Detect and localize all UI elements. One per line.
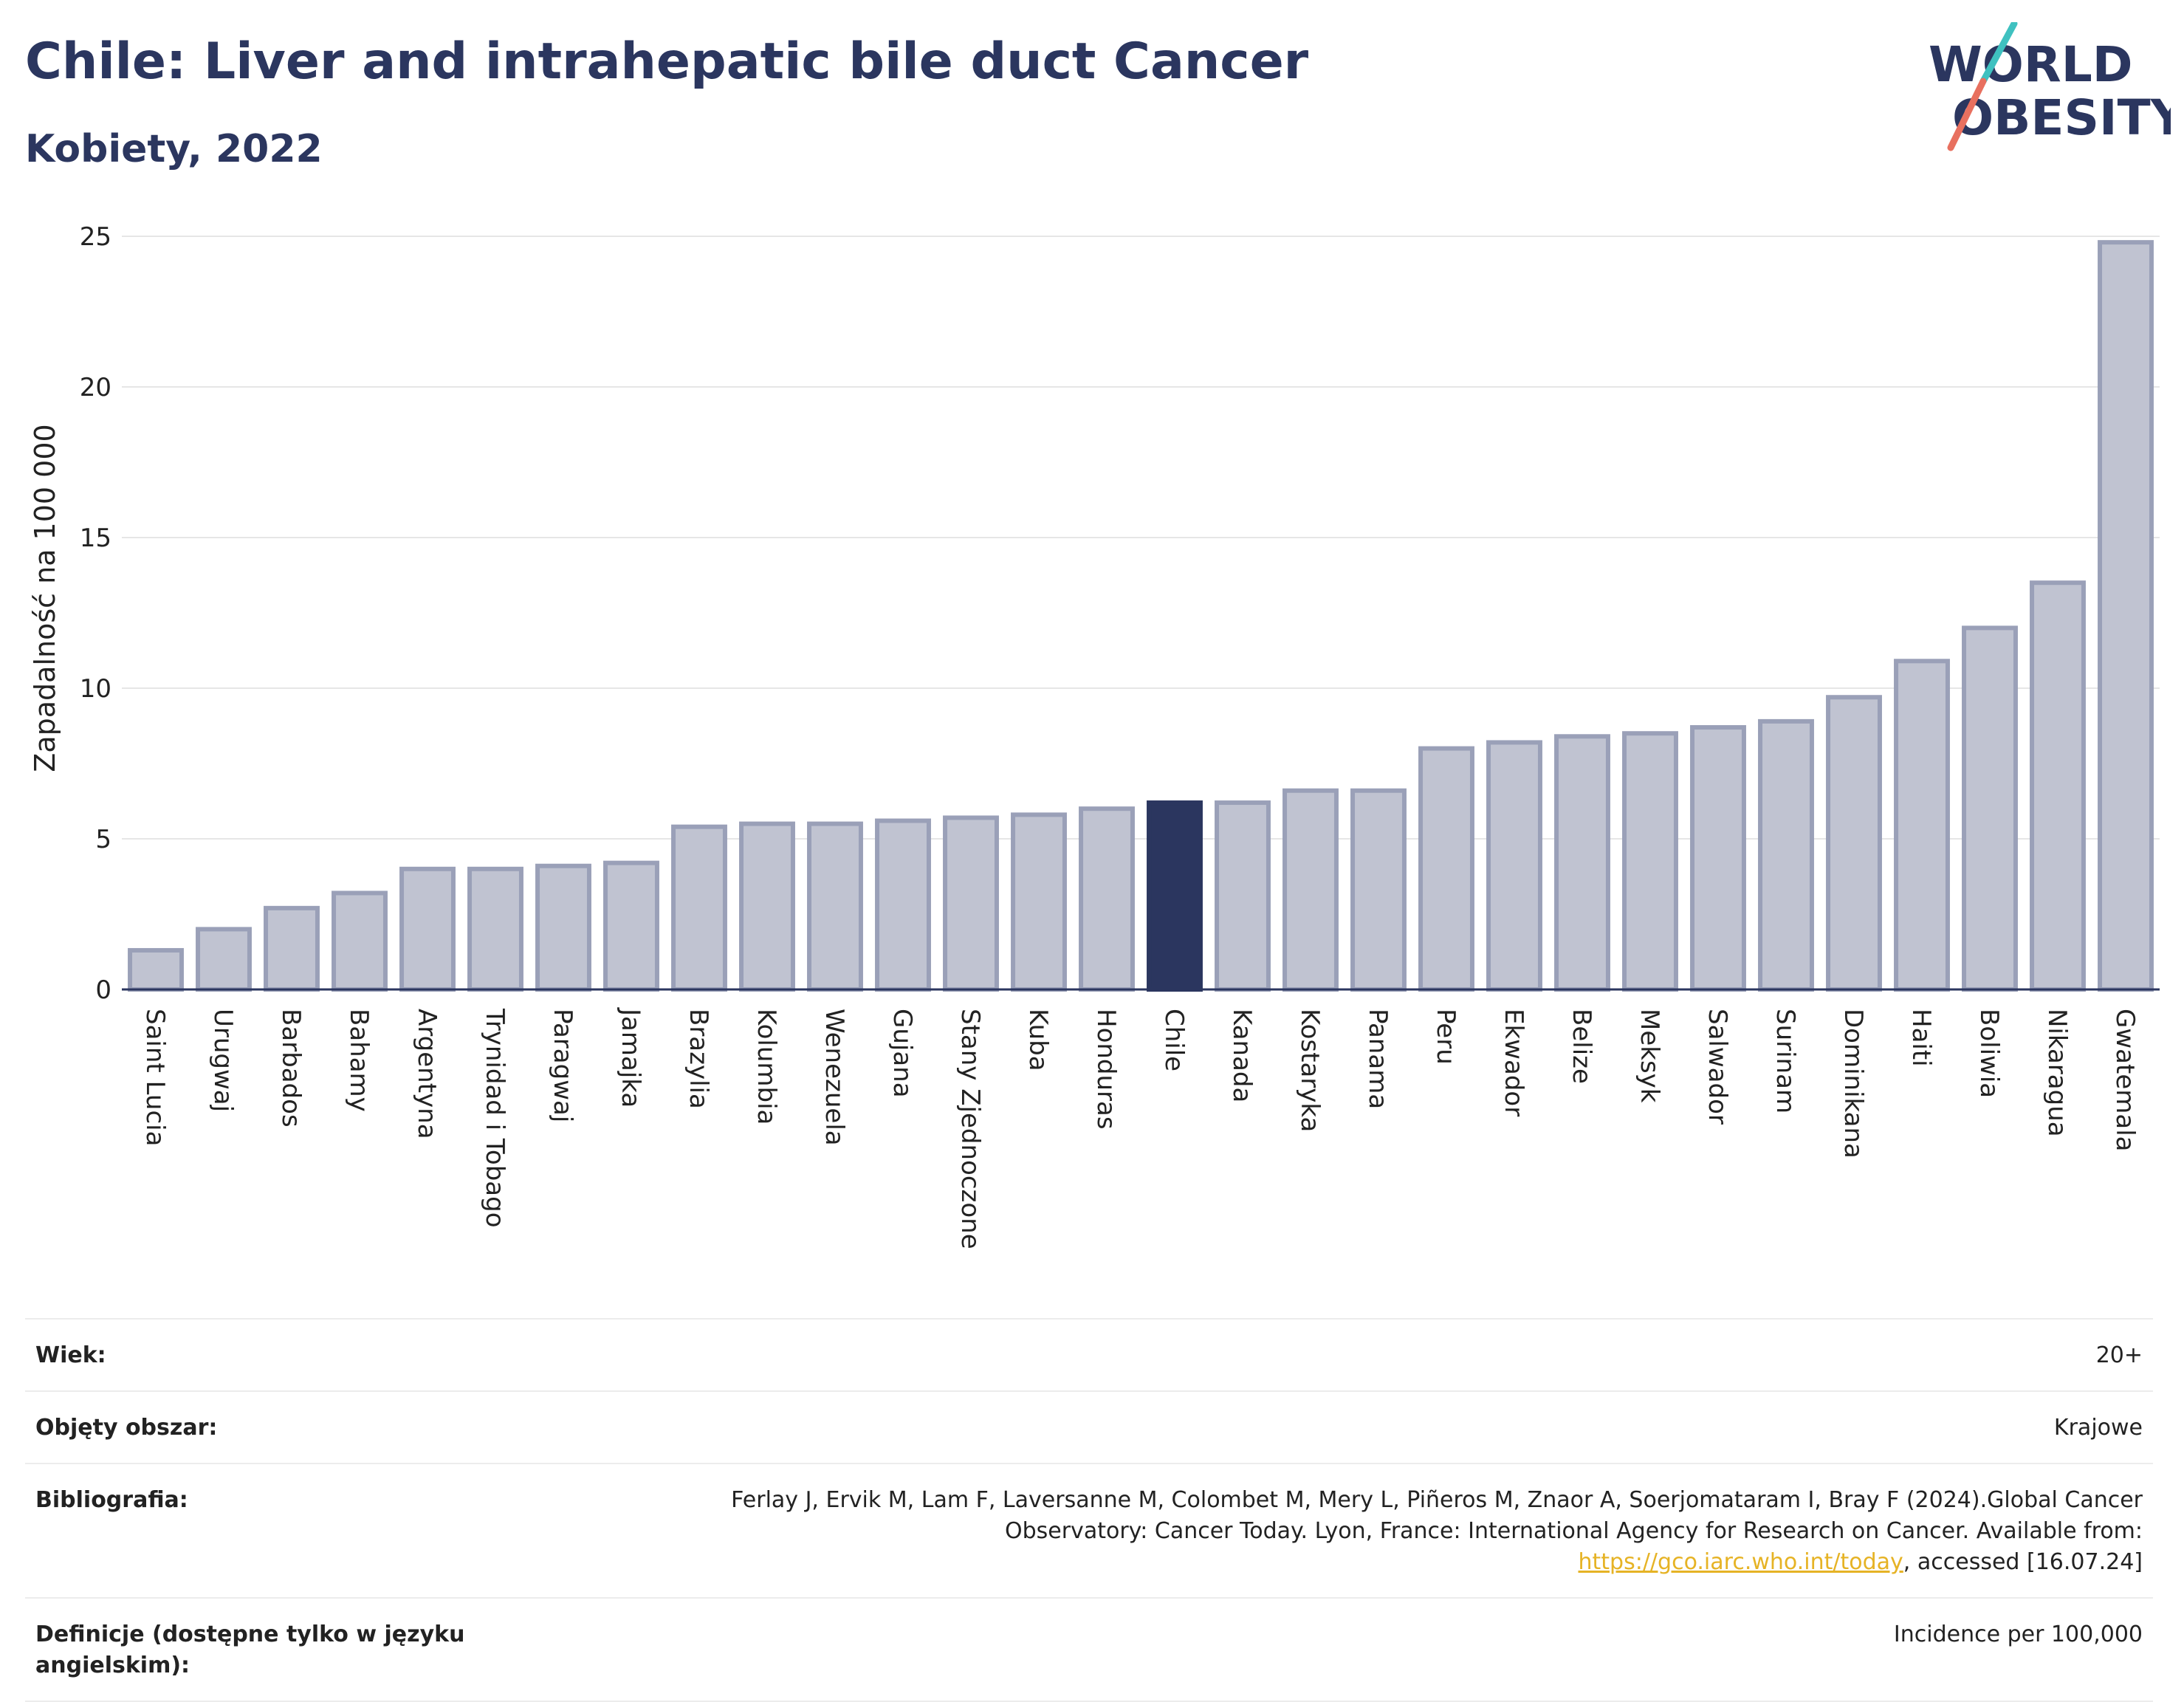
x-tick-label: Stany Zjednoczone bbox=[955, 1009, 985, 1249]
x-tick-label: Kuba bbox=[1023, 1009, 1053, 1071]
bar-boliwia bbox=[1962, 625, 2018, 992]
logo-line2: OBESITY bbox=[1952, 89, 2171, 146]
x-tick-label: Saint Lucia bbox=[140, 1009, 170, 1146]
x-tick-label: Chile bbox=[1159, 1009, 1189, 1071]
x-tick-label: Kostaryka bbox=[1295, 1009, 1325, 1132]
chart-subtitle: Kobiety, 2022 bbox=[25, 127, 323, 171]
x-tick-label: Jamajka bbox=[616, 1007, 645, 1108]
x-tick-label: Bahamy bbox=[344, 1009, 374, 1112]
bar-saint-lucia bbox=[128, 947, 184, 992]
gridlines bbox=[122, 236, 2160, 840]
x-tick-label: Salwador bbox=[1703, 1009, 1732, 1125]
x-tick-label: Peru bbox=[1431, 1009, 1460, 1065]
x-tick-label: Paragwaj bbox=[548, 1009, 577, 1122]
bar-kanada bbox=[1215, 800, 1271, 992]
x-tick-label: Kolumbia bbox=[752, 1009, 781, 1125]
meta-value: Ferlay J, Ervik M, Lam F, Laversanne M, … bbox=[666, 1485, 2143, 1578]
logo-line1: WORLD bbox=[1929, 36, 2133, 93]
x-tick-label: Boliwia bbox=[1974, 1009, 2004, 1098]
bars bbox=[128, 240, 2154, 992]
bar-honduras bbox=[1079, 806, 1135, 992]
x-tick-label: Panama bbox=[1363, 1009, 1393, 1109]
y-tick-label: 15 bbox=[80, 524, 111, 553]
bar-gwatemala bbox=[2098, 240, 2154, 992]
y-tick-label: 0 bbox=[95, 975, 111, 1005]
bar-stany-zjednoczone bbox=[943, 815, 999, 992]
x-tick-label: Gwatemala bbox=[2110, 1009, 2140, 1151]
x-tick-label: Haiti bbox=[1906, 1009, 1936, 1067]
bar-panama bbox=[1350, 788, 1407, 992]
bar-urugwaj bbox=[196, 927, 252, 992]
bar-chart: 0 5 10 15 20 25 Saint Lucia Urugwaj Barbados Bah… bbox=[29, 222, 2160, 1249]
bar-meksyk bbox=[1622, 731, 1678, 992]
meta-row-age: Wiek: 20+ bbox=[25, 1318, 2153, 1390]
x-tick-label: Barbados bbox=[276, 1009, 306, 1128]
bar-jamajka bbox=[603, 860, 659, 992]
bar-ekwador bbox=[1486, 740, 1542, 992]
bar-barbados bbox=[264, 905, 320, 992]
x-tick-label: Meksyk bbox=[1635, 1009, 1664, 1103]
meta-key: Definicje (dostępne tylko w języku angie… bbox=[35, 1622, 465, 1678]
x-tick-label: Wenezuela bbox=[820, 1009, 849, 1146]
meta-row-area: Objęty obszar: Krajowe bbox=[25, 1390, 2153, 1463]
bar-surinam bbox=[1758, 718, 1814, 992]
bar-kostaryka bbox=[1282, 788, 1339, 992]
bar-nikaragua bbox=[2030, 580, 2086, 992]
bar-dominikana bbox=[1826, 695, 1882, 992]
y-tick-label: 5 bbox=[95, 825, 111, 854]
bibliography-text: Ferlay J, Ervik M, Lam F, Laversanne M, … bbox=[731, 1487, 2143, 1544]
bar-kuba bbox=[1011, 812, 1067, 992]
chart-title: Chile: Liver and intrahepatic bile duct … bbox=[25, 32, 1309, 91]
meta-value: 20+ bbox=[2095, 1342, 2143, 1368]
x-tick-label: Ekwador bbox=[1499, 1009, 1528, 1116]
y-axis-label: Zapadalność na 100 000 bbox=[29, 424, 61, 772]
meta-row-bibliography: Bibliografia: Ferlay J, Ervik M, Lam F, … bbox=[25, 1463, 2153, 1597]
x-tick-label: Trynidad i Tobago bbox=[480, 1008, 509, 1228]
y-tick-label: 20 bbox=[80, 373, 111, 402]
x-tick-label: Kanada bbox=[1227, 1009, 1257, 1102]
meta-row-definitions: Definicje (dostępne tylko w języku angie… bbox=[25, 1597, 2153, 1702]
metadata-table: Wiek: 20+ Objęty obszar: Krajowe Bibliog… bbox=[25, 1318, 2153, 1702]
bar-peru bbox=[1418, 746, 1474, 992]
y-tick-label: 25 bbox=[80, 222, 111, 252]
meta-value: Incidence per 100,000 bbox=[1893, 1622, 2143, 1647]
meta-key: Bibliografia: bbox=[35, 1487, 188, 1513]
source-link[interactable]: https://gco.iarc.who.int/today bbox=[1578, 1549, 1903, 1575]
bar-brazylia bbox=[671, 824, 727, 992]
x-axis-labels: Saint Lucia Urugwaj Barbados Bahamy Argentyn… bbox=[140, 1007, 2140, 1249]
x-tick-label: Belize bbox=[1567, 1009, 1596, 1084]
bar-argentyna bbox=[399, 866, 456, 992]
x-tick-label: Urugwaj bbox=[208, 1009, 238, 1112]
y-axis-ticks: 0 5 10 15 20 25 bbox=[80, 222, 111, 1005]
x-tick-label: Dominikana bbox=[1838, 1009, 1868, 1159]
bar-trynidad-i-tobago bbox=[467, 866, 523, 992]
y-tick-label: 10 bbox=[80, 674, 111, 704]
meta-key: Wiek: bbox=[35, 1342, 106, 1368]
x-tick-label: Argentyna bbox=[412, 1009, 442, 1139]
x-tick-label: Nikaragua bbox=[2042, 1009, 2072, 1137]
x-tick-label: Gujana bbox=[887, 1009, 917, 1098]
bar-paragwaj bbox=[535, 863, 591, 992]
bar-haiti bbox=[1894, 659, 1950, 992]
bar-salwador bbox=[1690, 725, 1746, 992]
bar-kolumbia bbox=[739, 821, 795, 992]
bar-wenezuela bbox=[807, 821, 863, 992]
x-tick-label: Surinam bbox=[1771, 1009, 1800, 1113]
meta-value: Krajowe bbox=[2053, 1415, 2143, 1441]
world-obesity-logo: WORLD OBESITY bbox=[1929, 22, 2171, 151]
bar-belize bbox=[1554, 734, 1610, 992]
meta-key: Objęty obszar: bbox=[35, 1415, 218, 1441]
bar-bahamy bbox=[332, 891, 388, 992]
bibliography-accessed: , accessed [16.07.24] bbox=[1903, 1549, 2143, 1575]
x-tick-label: Brazylia bbox=[684, 1009, 713, 1109]
x-tick-label: Honduras bbox=[1091, 1009, 1121, 1130]
bar-chile bbox=[1147, 800, 1203, 992]
bar-gujana bbox=[875, 818, 931, 992]
